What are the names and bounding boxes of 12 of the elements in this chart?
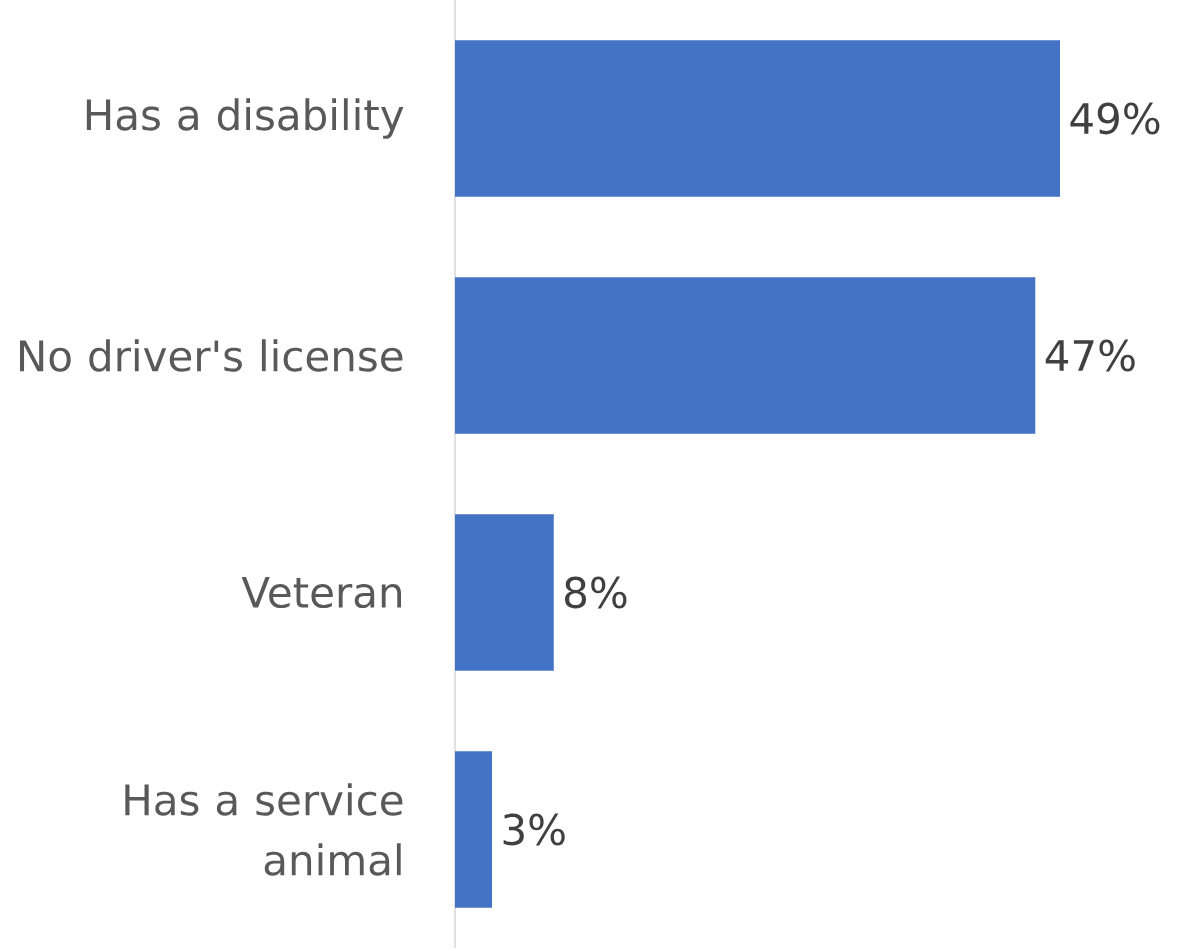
y-tick-label: Has a disability (86, 98, 404, 139)
y-tick-label: Has a service animal (125, 783, 403, 876)
y-tick-label: No driver's license (20, 339, 403, 372)
data-label: 3% (503, 813, 565, 846)
y-tick-label: Veteran (241, 576, 402, 609)
data-label: 49% (1070, 102, 1160, 135)
bar (455, 751, 493, 908)
bar (455, 40, 1060, 197)
data-label: 8% (565, 576, 627, 609)
data-label: 47% (1045, 339, 1135, 372)
bar (455, 514, 554, 671)
bar (455, 277, 1036, 434)
